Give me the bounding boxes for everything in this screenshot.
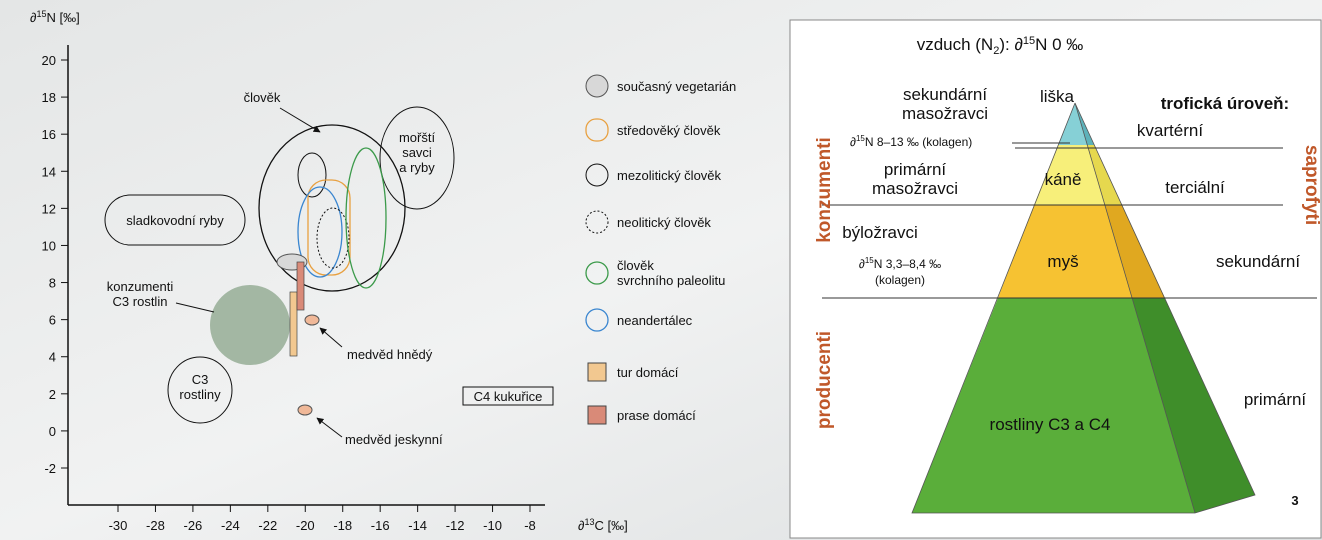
y-tick-label: 4 [49,350,56,365]
x-tick-label: -12 [446,518,465,533]
x-tick-label: -20 [296,518,315,533]
legend-label: tur domácí [617,365,679,380]
air-label: vzduch (N2): ∂15N 0 ‰ [917,35,1084,57]
x-tick-label: -22 [258,518,277,533]
y-tick-label: 12 [42,201,56,216]
pig-shape [297,262,304,310]
cave-bear-shape [298,405,312,415]
x-tick-label: -24 [221,518,240,533]
y-tick-label: 10 [42,238,56,253]
y-tick-label: 0 [49,424,56,439]
label: terciální [1165,178,1225,197]
legend-icon [588,406,606,424]
label: producenti [814,331,835,429]
legend-label: prase domácí [617,408,696,423]
x-tick-label: -28 [146,518,165,533]
legend-label: neolitický člověk [617,215,711,230]
label: medvěd hnědý [347,347,433,362]
y-tick-label: 14 [42,164,56,179]
x-tick-label: -30 [109,518,128,533]
legend-label: středověký člověk [617,123,721,138]
x-tick-label: -16 [371,518,390,533]
label: kvartérní [1137,121,1203,140]
y-tick-label: 16 [42,127,56,142]
brown-bear-shape [305,315,319,325]
label: trofická úroveň: [1161,94,1289,113]
label: konzumenti [814,137,835,243]
label: medvěd jeskynní [345,432,443,447]
legend-icon [586,75,608,97]
y-tick-label: 8 [49,276,56,291]
label: rostliny C3 a C4 [990,415,1111,434]
legend-icon [588,363,606,381]
y-tick-label: 6 [49,313,56,328]
label: saprofyti [1301,145,1322,225]
page: {"left_panel":{ "y_axis_label":["∂","15"… [0,0,1322,540]
legend-label: mezolitický člověk [617,168,722,183]
x-tick-label: -14 [408,518,427,533]
x-tick-label: -8 [524,518,536,533]
legend-label: neandertálec [617,313,693,328]
label: člověk [244,90,281,105]
label: primární [1244,390,1307,409]
figure-number: 3 [1291,493,1298,508]
label: sekundární [1216,252,1300,271]
cattle-shape [290,292,297,356]
x-tick-label: -18 [333,518,352,533]
y-tick-label: 20 [42,53,56,68]
y-tick-label: 18 [42,90,56,105]
label: káně [1045,170,1082,189]
legend-label: současný vegetarián [617,79,736,94]
label: býložravci [842,223,918,242]
label: C4 kukuřice [474,389,543,404]
label: myš [1047,252,1078,271]
label: ∂15N 8–13 ‰ (kolagen) [850,134,972,149]
label: sladkovodní ryby [126,213,224,228]
y-tick-label: -2 [44,461,56,476]
label: liška [1040,87,1075,106]
figure: ∂15N [‰] ∂13C [‰] sladkovodní ryby konzu… [0,0,1322,540]
y-tick-label: 2 [49,387,56,402]
c3-consumers-shape [210,285,290,365]
x-tick-label: -10 [483,518,502,533]
x-tick-label: -26 [184,518,203,533]
